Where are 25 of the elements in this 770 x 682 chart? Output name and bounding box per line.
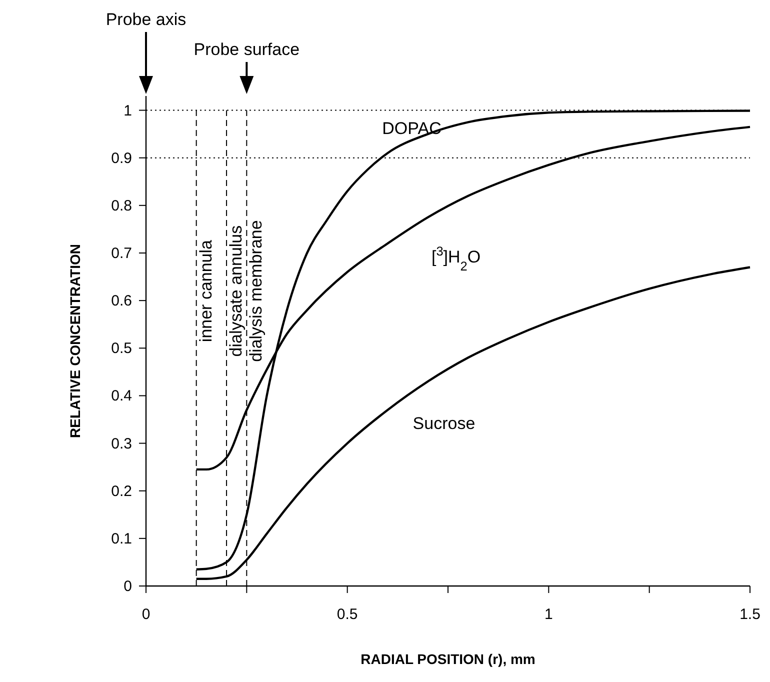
y-axis-title: RELATIVE CONCENTRATION (67, 244, 83, 438)
x-axis-title: RADIAL POSITION (r), mm (360, 651, 536, 667)
y-tick-label: 0.3 (111, 435, 132, 452)
y-tick-label: 0 (124, 578, 132, 595)
x-tick-label: 0 (142, 606, 150, 623)
y-tick-label: 0.4 (111, 388, 132, 405)
text: Probe axis (106, 10, 186, 29)
y-tick-label: 0.7 (111, 244, 132, 262)
y-tick-label: 0.8 (111, 197, 132, 214)
ref-line-label: inner cannula (196, 239, 216, 342)
ref-line-label: dialysate annulus (226, 225, 246, 357)
y-tick-label: 1 (124, 102, 132, 120)
y-tick-label: 0.6 (111, 292, 132, 310)
x-tick-label: 0.5 (336, 606, 358, 623)
x-tick-label: 1.5 (740, 606, 760, 623)
ref-line-label: dialysis membrane (246, 220, 266, 362)
series-label: [$^{3}$]H$_{2}$O (431, 243, 481, 274)
y-tick-label: 0.5 (111, 340, 132, 358)
y-tick-label: 0.2 (111, 482, 132, 500)
text: Probe surface (194, 40, 300, 59)
x-tick-label: 1 (544, 606, 553, 623)
y-tick-label: 0.9 (111, 150, 132, 167)
series-label: DOPAC (382, 119, 442, 138)
y-tick-label: 0.1 (111, 530, 132, 548)
series-label: Sucrose (412, 414, 476, 434)
